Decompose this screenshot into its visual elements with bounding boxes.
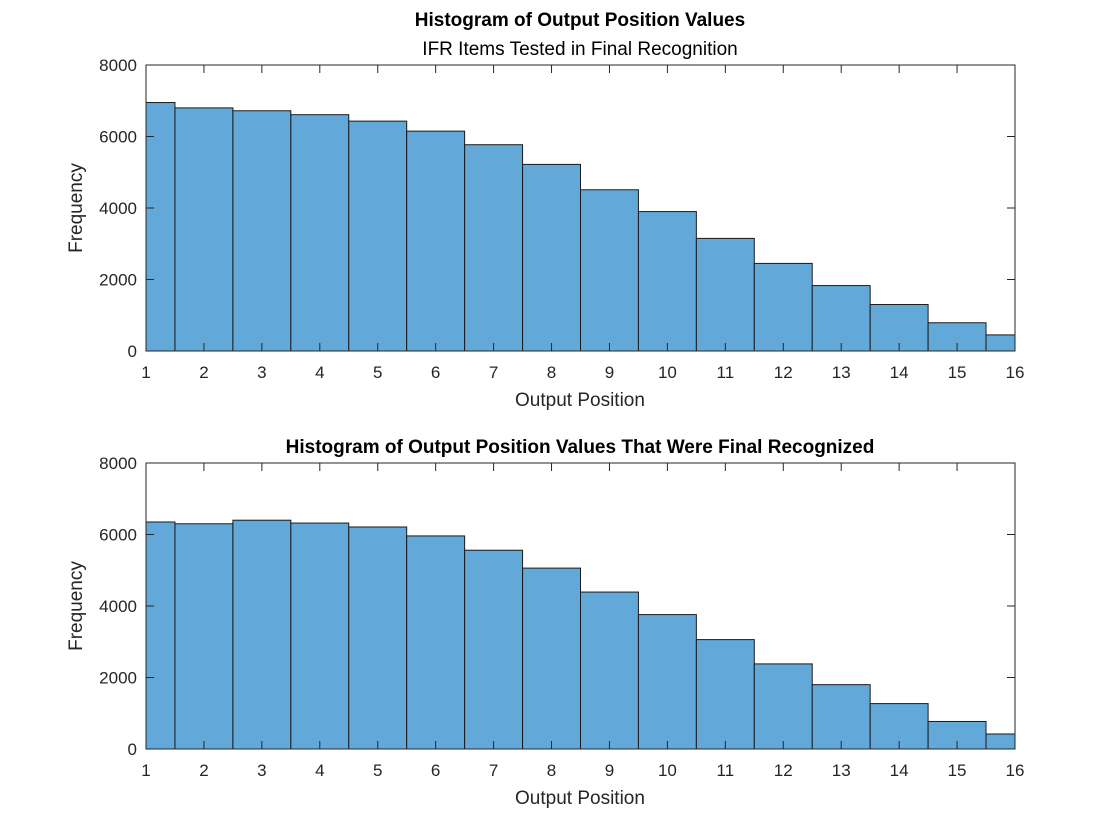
chart-title: Histogram of Output Position Values That… [286,437,875,458]
histogram-bar [174,107,234,352]
histogram-bar [464,144,524,352]
y-tick-label: 0 [128,342,137,361]
x-tick-label: 14 [890,363,909,382]
x-tick-label: 9 [605,363,614,382]
x-tick-label: 11 [717,761,735,780]
histogram-bar [985,334,1016,352]
histogram-bar [348,526,408,750]
histogram-bar [464,549,524,750]
x-tick-label: 7 [489,761,498,780]
histogram-bar [174,523,234,750]
histogram-bar [522,163,582,352]
y-tick-label: 6000 [99,128,137,147]
y-tick-label: 8000 [99,56,137,75]
x-tick-label: 12 [774,761,793,780]
y-tick-label: 2000 [99,669,137,688]
histogram-bar [985,733,1016,750]
chart-panel-top: Histogram of Output Position Values IFR … [66,10,1024,411]
chart-panel-bottom: Histogram of Output Position Values That… [66,437,1024,809]
x-axis-label: Output Position [515,788,645,809]
x-tick-label: 9 [605,761,614,780]
x-tick-label: 16 [1006,761,1025,780]
x-tick-label: 11 [717,363,735,382]
histogram-bar [145,521,176,750]
x-tick-label: 6 [431,761,440,780]
histogram-bar [753,663,813,750]
histogram-bar [637,614,697,750]
x-tick-label: 1 [141,363,150,382]
x-tick-label: 7 [489,363,498,382]
x-tick-label: 16 [1006,363,1025,382]
x-tick-label: 6 [431,363,440,382]
y-tick-label: 4000 [99,597,137,616]
x-tick-label: 13 [832,761,851,780]
chart-subtitle: IFR Items Tested in Final Recognition [422,39,737,60]
histogram-bar [695,639,755,750]
y-tick-label: 6000 [99,526,137,545]
histogram-bar [232,519,292,750]
x-tick-label: 10 [658,761,677,780]
x-tick-label: 15 [948,761,967,780]
y-tick-label: 8000 [99,454,137,473]
y-ticks: 0 2000 4000 6000 8000 [99,56,1015,361]
histogram-bar [290,522,350,750]
x-ticks: 1 2 3 4 5 6 7 8 9 10 11 12 13 14 15 16 [141,463,1024,780]
y-axis-label: Frequency [66,561,87,651]
histogram-bar [580,189,639,352]
x-tick-label: 1 [141,761,150,780]
x-tick-label: 4 [315,761,324,780]
y-ticks: 0 2000 4000 6000 8000 [99,454,1015,759]
y-tick-label: 4000 [99,199,137,218]
x-tick-label: 4 [315,363,324,382]
histogram-bar [522,567,582,750]
chart-title: Histogram of Output Position Values [415,10,745,31]
histogram-bar [695,237,755,352]
x-tick-label: 8 [547,761,556,780]
x-tick-label: 15 [948,363,967,382]
x-axis-label: Output Position [515,390,645,411]
histogram-bar [290,114,350,352]
x-tick-label: 14 [890,761,909,780]
x-tick-label: 3 [257,363,266,382]
histogram-bar [637,211,697,352]
x-tick-label: 10 [658,363,677,382]
y-tick-label: 2000 [99,271,137,290]
x-tick-label: 5 [373,761,382,780]
histogram-bar [145,102,176,352]
x-tick-label: 2 [199,363,208,382]
bar-group [145,102,1016,352]
x-tick-label: 13 [832,363,851,382]
histogram-bar [753,262,813,352]
x-ticks: 1 2 3 4 5 6 7 8 9 10 11 12 13 14 15 16 [141,65,1024,382]
histogram-bar [232,110,292,352]
y-tick-label: 0 [128,740,137,759]
histogram-bar [348,120,408,352]
x-tick-label: 5 [373,363,382,382]
x-tick-label: 2 [199,761,208,780]
histogram-bar [811,684,871,750]
x-tick-label: 8 [547,363,556,382]
histogram-bar [406,535,466,750]
x-tick-label: 12 [774,363,793,382]
histogram-bar [580,591,639,750]
histogram-bar [406,130,466,352]
x-tick-label: 3 [257,761,266,780]
histogram-bar [811,285,871,352]
y-axis-label: Frequency [66,163,87,253]
